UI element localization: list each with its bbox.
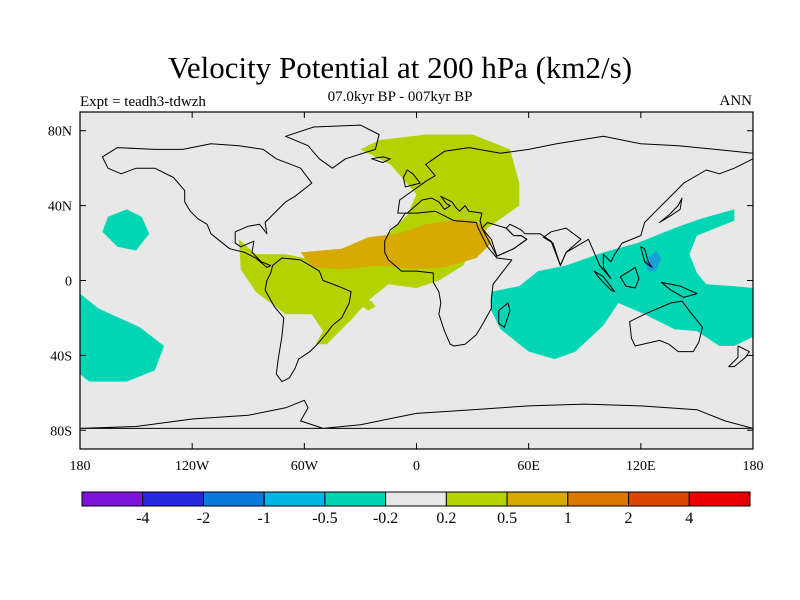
- region-north-pacific-negative: [102, 209, 150, 251]
- page-title: Velocity Potential at 200 hPa (km2/s): [167, 50, 633, 85]
- colorbar-box: [567, 491, 630, 507]
- experiment-label: Expt = teadh3-tdwzh: [80, 94, 206, 110]
- colorbar-box: [263, 491, 326, 507]
- colorbar-label: 4: [685, 510, 693, 527]
- coastline-africa: [384, 210, 513, 347]
- coastline-madagascar: [498, 302, 511, 328]
- coastline-north-america: [101, 143, 313, 268]
- coastline-antarctica: [80, 399, 753, 429]
- region-east-pacific-negative: [80, 293, 165, 382]
- y-tick-label: 0: [65, 275, 72, 290]
- coastline-japan: [659, 197, 683, 223]
- region-south-atlantic-positive-blob: [360, 299, 376, 311]
- colorbar-box: [445, 491, 508, 507]
- coastline-south-america: [264, 257, 352, 383]
- season-label: ANN: [719, 93, 753, 109]
- x-tick-label: 120E: [626, 459, 656, 474]
- colorbar-label: -0.2: [373, 510, 398, 527]
- colorbar-box: [506, 491, 569, 507]
- region-africa-center-positive: [300, 218, 492, 270]
- colorbar-label: 0.5: [497, 510, 517, 527]
- x-tick-label: 180: [70, 459, 91, 474]
- coastline-philippines: [640, 246, 653, 268]
- x-tick-label: 0: [413, 459, 420, 474]
- coastline-greenland: [285, 124, 380, 169]
- colorbar-box: [202, 491, 265, 507]
- colorbar-box: [142, 491, 204, 507]
- subtitle: 07.0kyr BP - 007kyr BP: [327, 89, 473, 105]
- y-tick-label: 40N: [48, 200, 72, 215]
- colorbar-box: [385, 491, 447, 507]
- colorbar-box: [81, 491, 144, 507]
- x-tick-label: 180: [743, 459, 764, 474]
- x-tick-label: 120W: [175, 459, 210, 474]
- x-tick-label: 60W: [291, 459, 319, 474]
- colorbar-box: [628, 491, 690, 507]
- x-tick-label: 60E: [517, 459, 540, 474]
- colorbar-label: -0.5: [312, 510, 337, 527]
- coastline-arabia-outline: [481, 222, 528, 257]
- region-maritime-continent-core: [644, 250, 662, 272]
- coastline-borneo: [619, 266, 640, 289]
- coastline-india-outline: [543, 227, 582, 266]
- region-indo-pacific-negative: [491, 209, 753, 360]
- coastline-sumatra: [593, 270, 616, 293]
- coastline-british-isles: [402, 169, 421, 188]
- colorbar-box: [324, 491, 387, 507]
- colorbar-label: 2: [625, 510, 633, 527]
- coastline-new-guinea: [660, 281, 698, 298]
- coastline-new-zealand: [728, 345, 750, 368]
- colorbar-label: 0.2: [436, 510, 456, 527]
- coastline-iceland: [371, 156, 391, 164]
- y-tick-label: 80N: [48, 125, 72, 140]
- colorbar-label: -2: [197, 510, 210, 527]
- colorbar-box: [688, 491, 751, 507]
- coastline-eurasia: [397, 135, 753, 280]
- colorbar-label: -1: [258, 510, 271, 527]
- y-tick-label: 80S: [50, 424, 72, 439]
- map-content: [80, 124, 753, 429]
- colorbar-label: 1: [564, 510, 572, 527]
- colorbar-label: -4: [136, 510, 149, 527]
- y-tick-label: 40S: [50, 349, 72, 364]
- coastline-australia: [629, 300, 703, 353]
